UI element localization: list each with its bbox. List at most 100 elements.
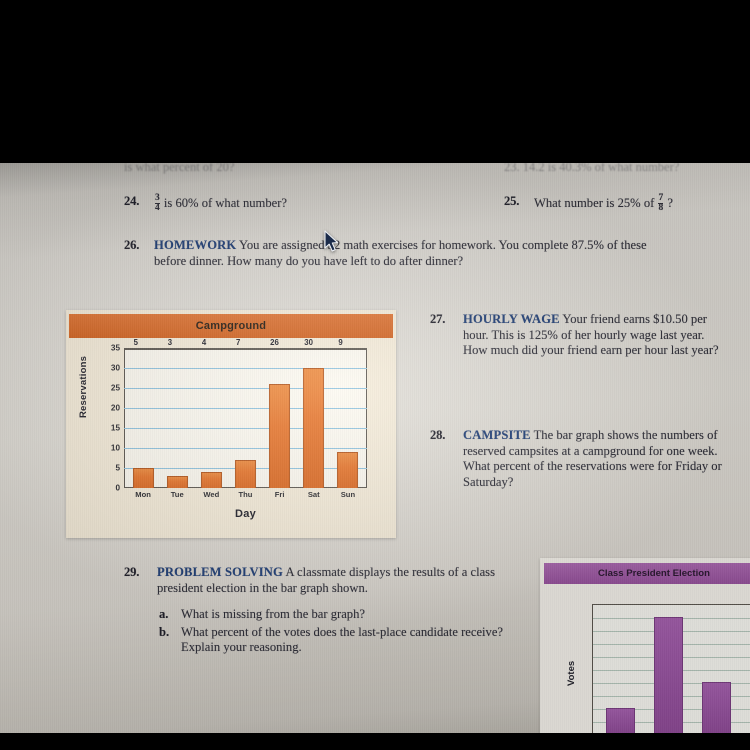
- gridline: [124, 428, 367, 429]
- clipped-right-fragment: 23. 14.2 is 40.3% of what number?: [504, 163, 680, 174]
- clipped-top-text-row: is what percent of 20? 23. 14.2 is 40.3%…: [0, 163, 750, 177]
- class-president-election-chart: Class President Election Votes: [540, 558, 750, 736]
- bar: 3: [166, 338, 188, 488]
- fraction-numerator: 7: [658, 192, 664, 203]
- fraction-denominator: 4: [155, 203, 160, 213]
- y-axis-tick-label: 5: [115, 463, 120, 473]
- fraction-denominator: 8: [658, 203, 664, 213]
- bar: 30: [303, 338, 325, 488]
- y-axis-tick-label: 10: [110, 443, 120, 453]
- part-a-letter: a.: [159, 607, 169, 622]
- y-axis-tick-label: 0: [115, 483, 120, 493]
- exercise-28-header: CAMPSITE: [463, 428, 531, 442]
- x-axis-tick-label: Thu: [238, 490, 253, 499]
- letterbox-bottom: [0, 733, 750, 750]
- exercise-25-body: What number is 25% of 7 8 ?: [534, 192, 750, 214]
- exercise-25-number: 25.: [504, 194, 520, 208]
- bar-value-label: 26: [270, 338, 279, 347]
- bar-value-label: 30: [304, 338, 313, 347]
- exercise-26-text: You are assigned 32 math exercises for h…: [154, 238, 647, 268]
- mouse-cursor-icon: [324, 230, 339, 252]
- x-axis-tick-label: Fri: [274, 490, 285, 499]
- exercise-28: 28. CAMPSITE The bar graph shows the num…: [430, 428, 735, 490]
- exercise-25: 25. What number is 25% of 7 8 ?: [504, 192, 750, 214]
- exercise-24-fraction: 3 4: [155, 192, 160, 214]
- x-axis-tick-label: Sat: [307, 490, 320, 499]
- exercise-27-body: HOURLY WAGE Your friend earns $10.50 per…: [463, 312, 730, 359]
- campground-x-axis-title: Day: [234, 508, 257, 520]
- campground-chart-title-bar: Campground: [69, 314, 393, 338]
- bar: 9: [337, 338, 359, 488]
- bar-group: 26 Fri: [265, 338, 295, 499]
- bar-group: 3 Tue: [162, 338, 192, 499]
- bar: 26: [269, 338, 291, 488]
- y-axis-tick-label: 30: [110, 363, 120, 373]
- exercise-26-body: HOMEWORK You are assigned 32 math exerci…: [154, 238, 654, 269]
- exercise-29-part-a: a. What is missing from the bar graph?: [157, 607, 524, 623]
- part-b-letter: b.: [159, 624, 170, 639]
- bar-value-label: 5: [133, 338, 138, 347]
- campground-plot-area: 0 5 10 15 20 25 30 35 5 Mon 3 Tue 4 Wed 7 Thu 26 Fri 30 Sa…: [111, 338, 367, 499]
- bar-group: 7 Thu: [230, 338, 260, 499]
- y-axis-tick-label: 15: [110, 423, 120, 433]
- exercise-26-header: HOMEWORK: [154, 238, 237, 252]
- bar-group: 5 Mon: [128, 338, 158, 499]
- y-axis-tick-label: 20: [110, 403, 120, 413]
- gridline: [124, 368, 367, 369]
- exercise-25-text-lead: What number is 25% of: [534, 195, 655, 210]
- bar: 5: [132, 338, 154, 488]
- part-a-text: What is missing from the bar graph?: [181, 607, 365, 622]
- exercise-24-number: 24.: [124, 194, 140, 208]
- bar-group: 4 Wed: [196, 338, 226, 499]
- part-b-text: What percent of the votes does the last-…: [181, 624, 504, 655]
- bar-value-label: 7: [235, 338, 241, 347]
- campground-bars: 5 Mon 3 Tue 4 Wed 7 Thu 26 Fri 30 Sat 9 Sun: [124, 338, 367, 499]
- election-plot-area: [592, 604, 750, 734]
- exercise-29-body: PROBLEM SOLVING A classmate displays the…: [157, 565, 524, 596]
- exercise-25-text-tail: ?: [667, 195, 673, 210]
- bar: [654, 617, 684, 734]
- bar-value-label: 3: [167, 338, 173, 347]
- x-axis-tick-label: Wed: [203, 490, 220, 499]
- bar-group: 30 Sat: [299, 338, 329, 499]
- campground-y-axis-title: Reservations: [78, 355, 89, 418]
- exercise-29-number: 29.: [124, 565, 140, 579]
- y-axis-tick-label: 25: [110, 383, 120, 393]
- bar-value-label: 9: [338, 338, 343, 347]
- exercise-28-number: 28.: [430, 428, 446, 442]
- bar-group: 9 Sun: [333, 338, 363, 499]
- bar: [606, 708, 636, 734]
- x-axis-tick-label: Mon: [135, 490, 151, 499]
- photographed-textbook-page: is what percent of 20? 23. 14.2 is 40.3%…: [0, 160, 750, 736]
- letterbox-top: [0, 0, 750, 163]
- exercise-27-text: Your friend earns $10.50 per hour. This …: [463, 312, 719, 358]
- exercise-26: 26. HOMEWORK You are assigned 32 math ex…: [124, 238, 654, 269]
- election-chart-title-bar: Class President Election: [544, 563, 750, 584]
- bar: [701, 682, 731, 734]
- clipped-left-fragment: is what percent of 20?: [124, 163, 235, 174]
- gridline: [124, 448, 367, 449]
- exercise-27-header: HOURLY WAGE: [463, 312, 560, 326]
- exercise-24: 24. 3 4 is 60% of what number?: [124, 192, 424, 214]
- election-bars: [593, 605, 750, 734]
- x-axis-tick-label: Sun: [340, 490, 356, 499]
- exercise-28-text: The bar graph shows the numbers of reser…: [463, 428, 722, 489]
- exercise-24-text: is 60% of what number?: [163, 195, 288, 210]
- election-y-axis-title: Votes: [566, 660, 577, 686]
- bar-value-label: 4: [201, 338, 207, 347]
- exercise-29: 29. PROBLEM SOLVING A classmate displays…: [124, 565, 524, 658]
- gridline: [124, 388, 367, 389]
- election-chart-title: Class President Election: [598, 568, 710, 579]
- exercise-25-fraction: 7 8: [658, 192, 664, 214]
- x-axis-tick-label: Tue: [170, 490, 184, 499]
- campground-chart-title: Campground: [195, 320, 267, 332]
- exercise-27: 27. HOURLY WAGE Your friend earns $10.50…: [430, 312, 730, 359]
- exercise-26-number: 26.: [124, 238, 140, 252]
- campground-bar-chart: Campground Reservations 0 5 10 15 20 25 30 35 5…: [66, 310, 396, 538]
- exercise-29-parts: a. What is missing from the bar graph? b…: [157, 607, 524, 656]
- bar: 7: [234, 338, 256, 488]
- gridline: [124, 408, 367, 409]
- exercise-29-part-b: b. What percent of the votes does the la…: [157, 625, 524, 656]
- fraction-numerator: 3: [155, 192, 160, 203]
